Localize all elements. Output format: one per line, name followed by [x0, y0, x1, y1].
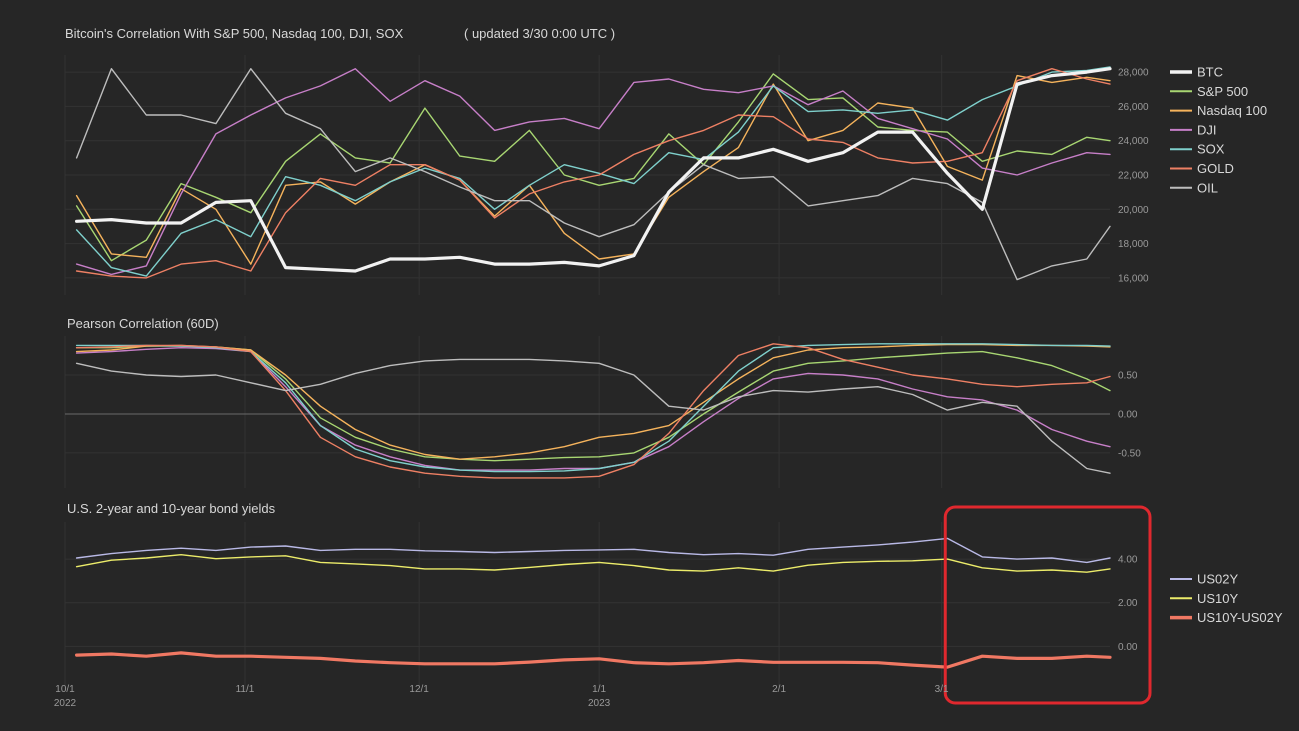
- correlation-panel-lines: [75, 343, 1111, 479]
- price-panel-legend: BTC S&P 500 Nasdaq 100 DJI SOX GOLD OIL: [1170, 65, 1267, 195]
- y-tick-label: 0.50: [1118, 370, 1138, 381]
- x-tick-label: 10/1: [55, 684, 75, 695]
- series-line-btc: [75, 67, 1112, 273]
- series-line-nasdaq-100: [75, 74, 1111, 265]
- price-panel-grid: [64, 55, 1110, 295]
- y-tick-label: 20,000: [1118, 205, 1149, 216]
- series-line-us10y-us02y: [75, 651, 1112, 669]
- x-tick-label: 3/1: [935, 684, 949, 695]
- series-line-gold: [75, 343, 1111, 479]
- series-line-s-p-500: [75, 73, 1111, 262]
- legend-label: DJI: [1197, 122, 1217, 137]
- series-line-us10y: [75, 554, 1111, 573]
- y-tick-label: 22,000: [1118, 171, 1149, 182]
- y-tick-label: 18,000: [1118, 239, 1149, 250]
- y-tick-label: 4.00: [1118, 555, 1138, 566]
- series-line-dji: [75, 68, 1111, 276]
- legend-label: OIL: [1197, 180, 1218, 195]
- legend-label: SOX: [1197, 142, 1225, 157]
- highlight-rect: [943, 505, 1152, 705]
- price-panel-subtitle: ( updated 3/30 0:00 UTC ): [464, 26, 615, 41]
- bond-yield-panel-legend: US02Y US10Y US10Y-US02Y: [1170, 572, 1283, 625]
- legend-label: BTC: [1197, 65, 1223, 80]
- correlation-panel-title: Pearson Correlation (60D): [67, 316, 219, 331]
- y-tick-label: 0.00: [1118, 409, 1138, 420]
- y-tick-label: 28,000: [1118, 68, 1149, 79]
- x-tick-label: 11/1: [236, 684, 255, 695]
- y-tick-label: 24,000: [1118, 136, 1149, 147]
- bond-yield-panel-y-ticks: 0.00 2.00 4.00: [1118, 555, 1138, 653]
- highlight-box: [943, 505, 1152, 705]
- price-panel: Bitcoin's Correlation With S&P 500, Nasd…: [64, 26, 1267, 295]
- correlation-panel-y-ticks: -0.50 0.00 0.50: [1118, 370, 1141, 459]
- y-tick-label: 0.00: [1118, 642, 1138, 653]
- x-tick-year-label: 2022: [54, 698, 77, 709]
- series-line-nasdaq-100: [75, 343, 1111, 460]
- legend-label: US10Y-US02Y: [1197, 610, 1283, 625]
- price-panel-title: Bitcoin's Correlation With S&P 500, Nasd…: [65, 26, 404, 41]
- correlation-panel: Pearson Correlation (60D) -0.50 0.00 0.50: [64, 316, 1141, 488]
- series-line-oil: [75, 68, 1111, 281]
- x-tick-label: 2/1: [772, 684, 786, 695]
- legend-label: GOLD: [1197, 161, 1234, 176]
- legend-label: US02Y: [1197, 572, 1239, 587]
- correlation-panel-grid: [64, 336, 1110, 488]
- x-axis-ticks: 10/1 2022 11/1 12/1 1/1 2023 2/1 3/1: [54, 684, 949, 709]
- y-tick-label: 2.00: [1118, 598, 1138, 609]
- x-tick-label: 1/1: [592, 684, 606, 695]
- legend-label: S&P 500: [1197, 84, 1248, 99]
- y-tick-label: 16,000: [1118, 273, 1149, 284]
- legend-label: US10Y: [1197, 591, 1239, 606]
- series-line-sox: [75, 66, 1111, 277]
- series-line-gold: [75, 68, 1111, 279]
- y-tick-label: 26,000: [1118, 102, 1149, 113]
- bond-yield-panel-title: U.S. 2-year and 10-year bond yields: [67, 501, 276, 516]
- y-tick-label: -0.50: [1118, 448, 1141, 459]
- legend-label: Nasdaq 100: [1197, 103, 1267, 118]
- price-panel-lines: [75, 66, 1112, 281]
- series-line-us02y: [75, 537, 1111, 564]
- x-tick-label: 12/1: [409, 684, 429, 695]
- bond-yield-panel-lines: [75, 537, 1112, 669]
- price-panel-y-ticks: 16,000 18,000 20,000 22,000 24,000 26,000 28,0…: [1118, 68, 1149, 285]
- bond-yield-panel: U.S. 2-year and 10-year bond yields 0.00…: [64, 501, 1283, 705]
- series-line-oil: [75, 358, 1111, 474]
- x-tick-year-label: 2023: [588, 698, 611, 709]
